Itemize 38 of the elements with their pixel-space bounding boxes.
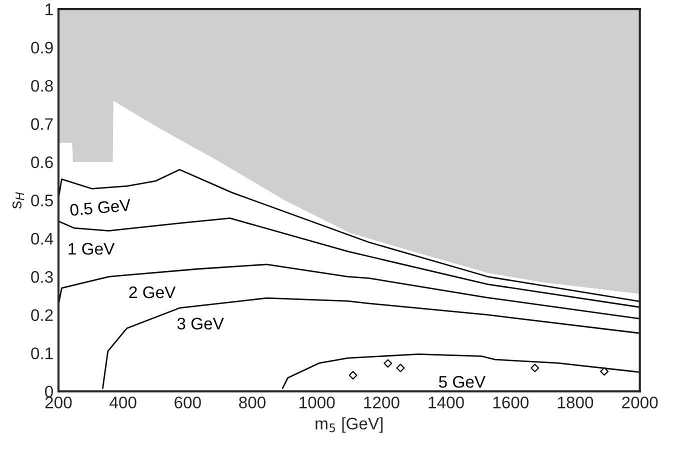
- line-series: [282, 354, 640, 389]
- y-tick-label: 0.7: [31, 118, 53, 130]
- series-label: 5 GeV: [438, 376, 486, 388]
- y-tick-label: 0.9: [31, 42, 53, 54]
- series-label: 2 GeV: [129, 286, 176, 298]
- series-label: 0.5 GeV: [70, 198, 132, 216]
- series-label: 1 GeV: [68, 242, 115, 255]
- x-tick-label: 2000: [622, 396, 658, 408]
- point: [384, 359, 392, 368]
- point: [530, 364, 540, 372]
- x-tick-label: 1400: [428, 396, 464, 408]
- y-tick-label: 0.1: [31, 347, 53, 360]
- x-tick-label: 200: [45, 396, 72, 408]
- x-axis-title: m$_{5}$ [GeV]: [316, 417, 383, 433]
- x-tick-label: 600: [174, 396, 201, 408]
- y-tick-label: 0.6: [31, 156, 53, 168]
- x-tick-label: 400: [110, 396, 136, 408]
- point: [600, 367, 609, 376]
- series-label: 3 GeV: [177, 318, 224, 330]
- y-tick-label: 0.5: [31, 194, 53, 206]
- y-tick-label: 0.4: [31, 232, 54, 245]
- y-tick-label: 0.3: [31, 271, 53, 283]
- line-series: [58, 168, 640, 302]
- x-tick-label: 1000: [300, 396, 335, 408]
- point: [348, 371, 358, 380]
- y-tick-label: 0: [45, 386, 53, 398]
- x-tick-label: 800: [239, 396, 266, 408]
- y-tick-label: 0.2: [31, 309, 53, 322]
- y-tick-label: 0.8: [31, 80, 53, 92]
- line-series: [58, 217, 640, 308]
- point: [396, 364, 405, 372]
- line-series: [102, 297, 640, 389]
- y-tick-label: 1: [46, 4, 53, 16]
- x-tick-label: 1800: [558, 396, 594, 408]
- y-axis-title: s$_{H}$: [12, 192, 24, 209]
- line-series: [58, 264, 640, 320]
- x-tick-label: 1600: [493, 396, 529, 408]
- x-tick-label: 1200: [364, 396, 400, 408]
